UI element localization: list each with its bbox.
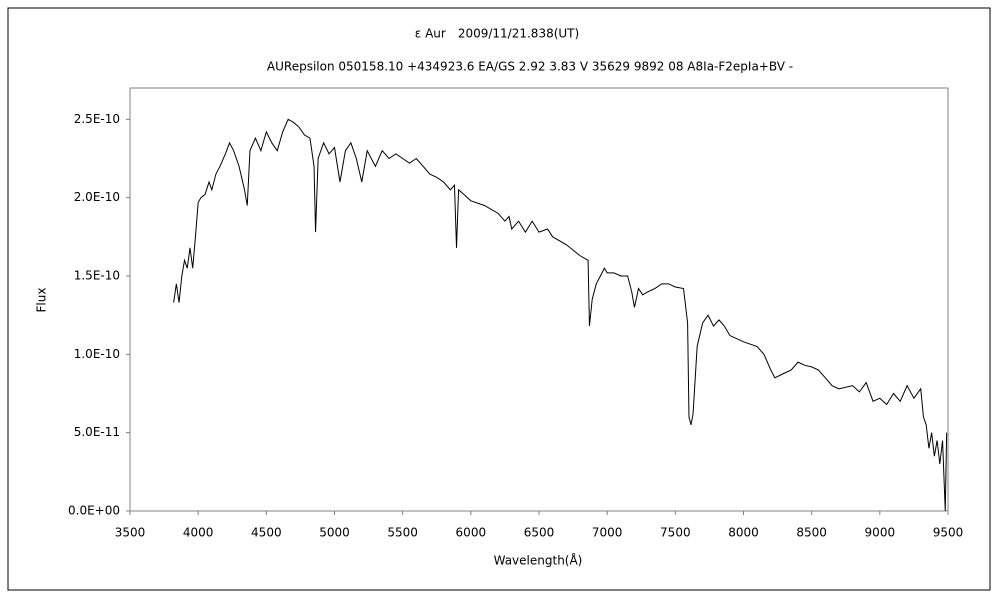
y-tick-label: 5.0E-11 [74, 425, 120, 439]
y-tick-label: 0.0E+00 [68, 504, 120, 518]
x-tick-label: 9000 [865, 526, 896, 540]
x-tick-label: 8500 [796, 526, 827, 540]
x-tick-label: 5000 [319, 526, 350, 540]
x-axis-label: Wavelength(Å) [494, 553, 583, 568]
x-tick-label: 9500 [933, 526, 964, 540]
plot-area [129, 87, 949, 512]
x-tick-label: 8000 [728, 526, 759, 540]
x-tick-label: 7000 [592, 526, 623, 540]
x-tick-label: 3500 [115, 526, 146, 540]
x-tick-label: 7500 [660, 526, 691, 540]
x-tick-label: 4500 [251, 526, 282, 540]
y-axis-label: Flux [35, 288, 49, 313]
spectrum-line [173, 118, 948, 512]
x-tick-label: 6500 [524, 526, 555, 540]
x-tick-label: 5500 [387, 526, 418, 540]
y-tick-label: 2.0E-10 [74, 190, 120, 204]
chart-title: ε Aur 2009/11/21.838(UT) [415, 27, 579, 41]
x-tick-label: 6000 [456, 526, 487, 540]
x-tick-label: 4000 [183, 526, 214, 540]
chart-subtitle: AURepsilon 050158.10 +434923.6 EA/GS 2.9… [267, 60, 793, 74]
y-tick-label: 1.0E-10 [74, 347, 120, 361]
y-tick-label: 2.5E-10 [74, 112, 120, 126]
y-tick-label: 1.5E-10 [74, 269, 120, 283]
